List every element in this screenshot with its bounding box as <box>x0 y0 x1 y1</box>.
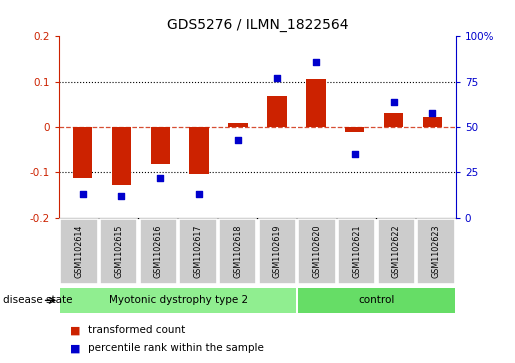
Text: control: control <box>358 295 394 305</box>
Text: transformed count: transformed count <box>88 325 185 335</box>
Bar <box>259 219 296 284</box>
Text: GSM1102621: GSM1102621 <box>352 225 361 278</box>
Text: GSM1102618: GSM1102618 <box>233 225 242 278</box>
Point <box>234 137 242 143</box>
Text: GSM1102617: GSM1102617 <box>194 225 202 278</box>
Bar <box>423 117 442 127</box>
Text: GSM1102619: GSM1102619 <box>273 225 282 278</box>
Text: ■: ■ <box>70 343 80 354</box>
Text: GSM1102614: GSM1102614 <box>75 225 83 278</box>
Text: percentile rank within the sample: percentile rank within the sample <box>88 343 264 354</box>
Text: GSM1102623: GSM1102623 <box>432 225 440 278</box>
Text: GSM1102622: GSM1102622 <box>392 225 401 278</box>
Bar <box>228 123 248 127</box>
Point <box>351 151 359 157</box>
Bar <box>298 288 455 313</box>
Text: GSM1102615: GSM1102615 <box>114 225 123 278</box>
Point <box>117 193 126 199</box>
Point <box>428 110 437 115</box>
Bar <box>345 127 365 132</box>
Bar <box>219 219 256 284</box>
Text: Myotonic dystrophy type 2: Myotonic dystrophy type 2 <box>109 295 248 305</box>
Title: GDS5276 / ILMN_1822564: GDS5276 / ILMN_1822564 <box>167 19 348 33</box>
Point <box>195 191 203 197</box>
Point <box>78 191 87 197</box>
Bar <box>100 219 138 284</box>
Bar <box>190 127 209 174</box>
Bar <box>306 79 325 127</box>
Text: GSM1102620: GSM1102620 <box>313 225 321 278</box>
Bar <box>179 219 217 284</box>
Bar <box>298 219 336 284</box>
Bar <box>73 127 92 178</box>
Bar <box>60 219 98 284</box>
Bar <box>112 127 131 185</box>
Text: GSM1102616: GSM1102616 <box>154 225 163 278</box>
Bar <box>338 219 375 284</box>
Bar <box>60 288 296 313</box>
Bar <box>150 127 170 164</box>
Bar <box>267 96 287 127</box>
Point <box>273 75 281 81</box>
Bar <box>384 113 403 127</box>
Point <box>312 59 320 65</box>
Bar <box>377 219 415 284</box>
Bar <box>417 219 455 284</box>
Text: ■: ■ <box>70 325 80 335</box>
Point <box>156 175 164 181</box>
Text: disease state: disease state <box>3 295 72 305</box>
Point <box>389 99 398 105</box>
Bar <box>140 219 177 284</box>
